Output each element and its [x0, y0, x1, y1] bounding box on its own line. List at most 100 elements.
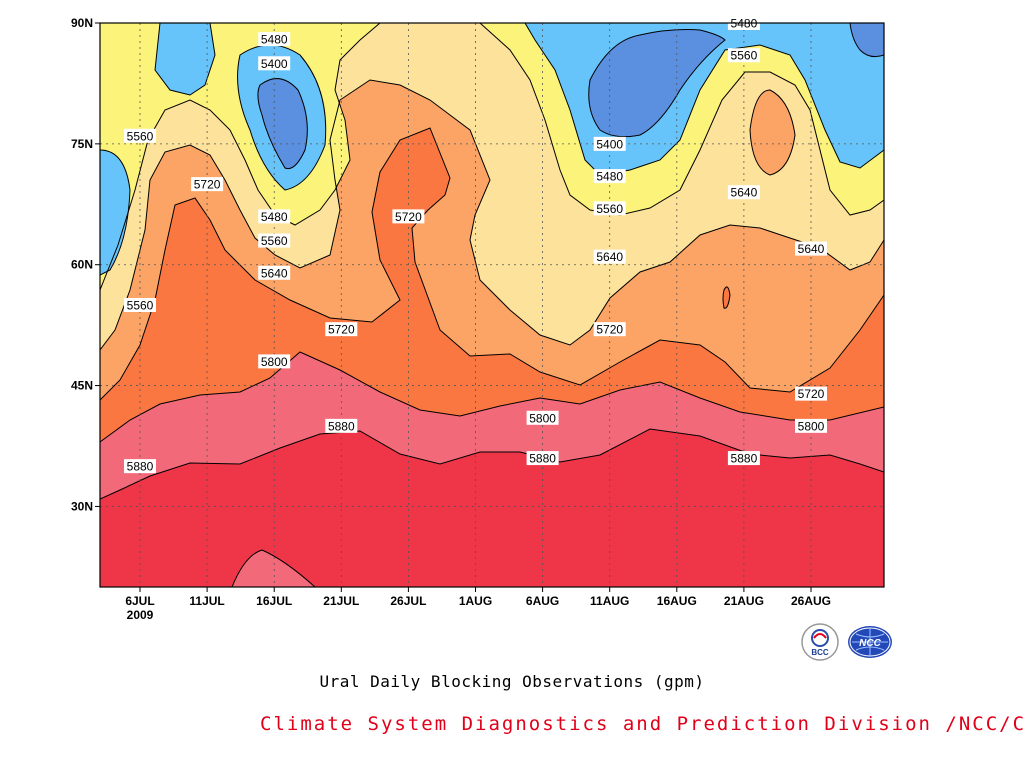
- y-tick-label: 60N: [71, 258, 93, 272]
- contour-label-5400: 5400: [593, 136, 626, 151]
- svg-text:5720: 5720: [395, 210, 422, 224]
- svg-text:5560: 5560: [731, 49, 758, 63]
- contour-label-5480: 5480: [258, 32, 291, 47]
- contour-label-5800: 5800: [526, 410, 559, 425]
- svg-text:5640: 5640: [798, 242, 825, 256]
- chart-caption: Ural Daily Blocking Observations (gpm): [319, 672, 705, 691]
- svg-text:5720: 5720: [194, 178, 221, 192]
- fill-5400c: [850, 23, 884, 57]
- contour-label-5720: 5720: [593, 322, 626, 337]
- fill-5800-blob: [232, 550, 315, 587]
- svg-text:5480: 5480: [596, 170, 623, 184]
- bcc-logo-text: BCC: [811, 648, 829, 657]
- contour-label-5560: 5560: [593, 201, 626, 216]
- fill-5400a: [257, 78, 308, 169]
- contour-lines: [100, 23, 884, 587]
- contour-label-5640: 5640: [593, 249, 626, 264]
- contour-line-5800-blob: [231, 549, 316, 587]
- contour-label-5480: 5480: [593, 169, 626, 184]
- contour-label-5880: 5880: [325, 418, 358, 433]
- svg-text:5880: 5880: [731, 452, 758, 466]
- contour-label-5640: 5640: [727, 185, 760, 200]
- contour-line-5480d: [524, 23, 884, 176]
- y-axis: 90N 75N 60N 45N 30N: [71, 16, 100, 513]
- contour-line-5640: [100, 79, 884, 351]
- x-tick-label: 16JUL: [256, 594, 292, 608]
- x-tick-label: 16AUG: [657, 594, 697, 608]
- contour-fills: [100, 23, 884, 587]
- x-tick-label: 21JUL: [323, 594, 359, 608]
- contour-line-5880: [100, 428, 884, 500]
- svg-text:5400: 5400: [261, 57, 288, 71]
- contour-label-5400: 5400: [258, 56, 291, 71]
- svg-text:5720: 5720: [596, 323, 623, 337]
- svg-text:5480: 5480: [261, 210, 288, 224]
- contour-label-5880: 5880: [124, 459, 156, 474]
- contour-line-5640-island: [749, 89, 796, 176]
- contour-label-5720: 5720: [325, 322, 358, 337]
- footer-credit: Climate System Diagnostics and Predictio…: [260, 713, 1024, 735]
- contour-line-5720-speck: [722, 286, 731, 309]
- ncc-logo: NCC: [846, 622, 894, 662]
- contour-line-5400c: [849, 23, 884, 58]
- contour-line-5400b: [588, 29, 726, 138]
- svg-text:5560: 5560: [127, 299, 154, 313]
- bcc-logo: BCC: [800, 622, 840, 662]
- svg-text:5480: 5480: [261, 33, 288, 47]
- contour-labels: 5480 5400 5560 5720 5480 5560 5640 5720 5560 5720…: [124, 16, 827, 474]
- contour-label-5640: 5640: [258, 265, 291, 280]
- contour-label-5720: 5720: [392, 209, 425, 224]
- x-tick-label: 11JUL: [189, 594, 224, 608]
- svg-text:5800: 5800: [798, 419, 825, 433]
- contour-label-5720: 5720: [795, 386, 827, 401]
- contour-label-5480: 5480: [258, 209, 291, 224]
- svg-text:5560: 5560: [261, 234, 288, 248]
- contour-label-5560: 5560: [124, 128, 156, 143]
- y-tick-label: 75N: [71, 137, 93, 151]
- fill-5640-island: [750, 90, 795, 175]
- contour-line-5480c: [237, 44, 327, 191]
- x-tick-label: 6AUG: [526, 594, 559, 608]
- x-tick-label: 26JUL: [390, 594, 426, 608]
- contour-label-5880: 5880: [526, 451, 559, 466]
- x-tick-label: 26AUG: [791, 594, 831, 608]
- contour-label-5880: 5880: [727, 451, 760, 466]
- x-tick-label: 6JUL: [125, 594, 154, 608]
- fill-5480b: [100, 150, 130, 275]
- contour-label-5720: 5720: [191, 177, 224, 192]
- svg-text:5800: 5800: [529, 411, 556, 425]
- contour-line-5480a: [154, 23, 216, 96]
- svg-text:5640: 5640: [596, 250, 623, 264]
- fill-5400b: [588, 29, 725, 137]
- svg-text:5640: 5640: [261, 266, 288, 280]
- contour-line-5800: [100, 351, 884, 443]
- contour-label-5800: 5800: [258, 354, 291, 369]
- x-axis: 6JUL 11JUL 16JUL 21JUL 26JUL 1AUG 6AUG 11AUG 16A…: [125, 587, 831, 622]
- x-year-label: 2009: [127, 608, 154, 622]
- fill-5480a: [155, 23, 215, 95]
- contour-line-5720: [100, 127, 884, 401]
- svg-text:5640: 5640: [731, 186, 758, 200]
- svg-text:5880: 5880: [127, 460, 154, 474]
- x-tick-label: 21AUG: [724, 594, 764, 608]
- svg-text:5880: 5880: [328, 419, 355, 433]
- x-tick-label: 11AUG: [590, 594, 629, 608]
- contour-label-5560: 5560: [727, 48, 760, 63]
- svg-text:5560: 5560: [596, 202, 623, 216]
- svg-text:5720: 5720: [328, 323, 355, 337]
- y-tick-label: 45N: [71, 379, 93, 393]
- contour-label-5560: 5560: [258, 233, 291, 248]
- svg-text:5560: 5560: [127, 129, 154, 143]
- ncc-logo-text: NCC: [859, 638, 881, 649]
- contour-line-5480b: [100, 149, 131, 276]
- contour-label-5800: 5800: [795, 418, 827, 433]
- plot-frame: [99, 22, 885, 588]
- contour-line-5400a: [257, 78, 308, 170]
- svg-text:5880: 5880: [529, 452, 556, 466]
- y-tick-label: 90N: [71, 16, 93, 30]
- contour-line-5560b: [479, 23, 884, 216]
- svg-text:5400: 5400: [596, 137, 623, 151]
- svg-text:5720: 5720: [798, 387, 825, 401]
- svg-text:5800: 5800: [261, 355, 288, 369]
